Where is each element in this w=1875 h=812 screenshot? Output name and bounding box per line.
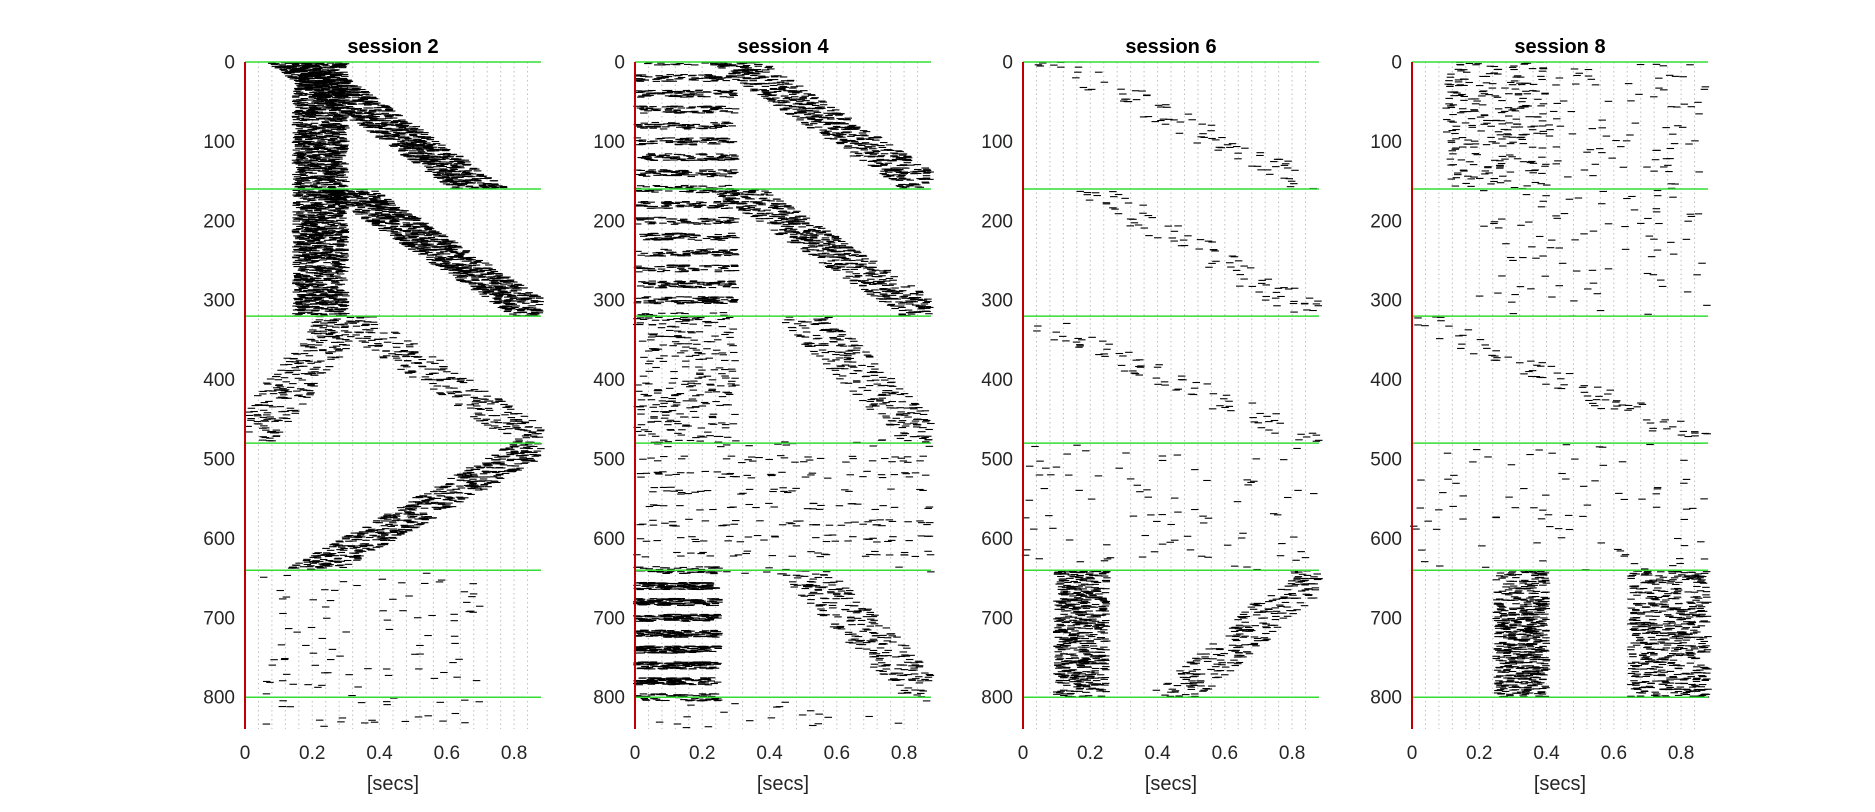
spike-raster [244,61,545,727]
